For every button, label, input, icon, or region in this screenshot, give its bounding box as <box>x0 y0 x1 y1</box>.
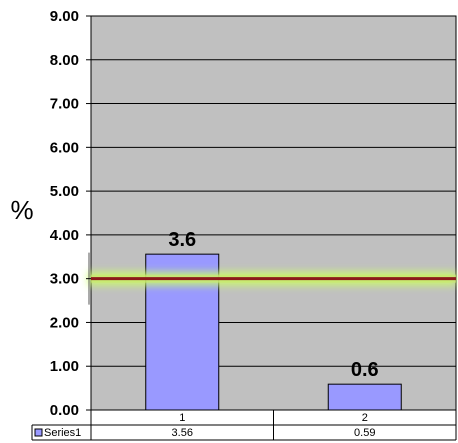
y-tick-label: 0.00 <box>50 402 79 419</box>
bar <box>327 383 402 411</box>
table-value: 3.56 <box>172 427 193 439</box>
data-label: 0.6 <box>351 359 379 381</box>
table-value: 0.59 <box>354 427 375 439</box>
legend-key <box>34 428 43 437</box>
y-tick-label: 3.00 <box>50 271 79 288</box>
y-tick-label: 7.00 <box>50 96 79 113</box>
y-tick-label: 4.00 <box>50 227 79 244</box>
data-label: 3.6 <box>168 229 196 251</box>
legend-label: Series1 <box>44 427 81 439</box>
x-tick-label: 2 <box>362 412 368 424</box>
y-tick-label: 2.00 <box>50 314 79 331</box>
data-table: 1 2 Series1 3.56 0.59 <box>31 409 457 441</box>
y-tick-label: 9.00 <box>50 8 79 25</box>
x-tick-label: 1 <box>179 412 185 424</box>
y-tick-label: 1.00 <box>50 358 79 375</box>
y-axis-label: % <box>10 195 33 225</box>
data-labels: 3.6 0.6 <box>168 229 378 381</box>
y-tick-label: 6.00 <box>50 139 79 156</box>
y-tick-label: 5.00 <box>50 183 79 200</box>
y-tick-label: 8.00 <box>50 52 79 69</box>
y-axis: 0.00 1.00 2.00 3.00 4.00 5.00 6.00 7.00 8.00 9.00 <box>50 8 91 419</box>
